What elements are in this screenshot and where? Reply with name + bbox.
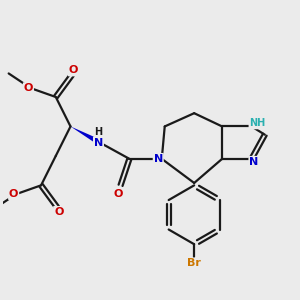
Polygon shape <box>70 126 101 145</box>
Text: O: O <box>113 189 123 199</box>
Text: O: O <box>24 83 33 93</box>
Text: O: O <box>54 207 63 217</box>
Text: H: H <box>94 127 103 137</box>
Text: N: N <box>249 157 259 167</box>
Text: Br: Br <box>187 258 201 268</box>
Text: O: O <box>69 65 78 76</box>
Text: N: N <box>154 154 163 164</box>
Text: N: N <box>94 138 103 148</box>
Text: NH: NH <box>249 118 266 128</box>
Text: O: O <box>9 189 18 199</box>
